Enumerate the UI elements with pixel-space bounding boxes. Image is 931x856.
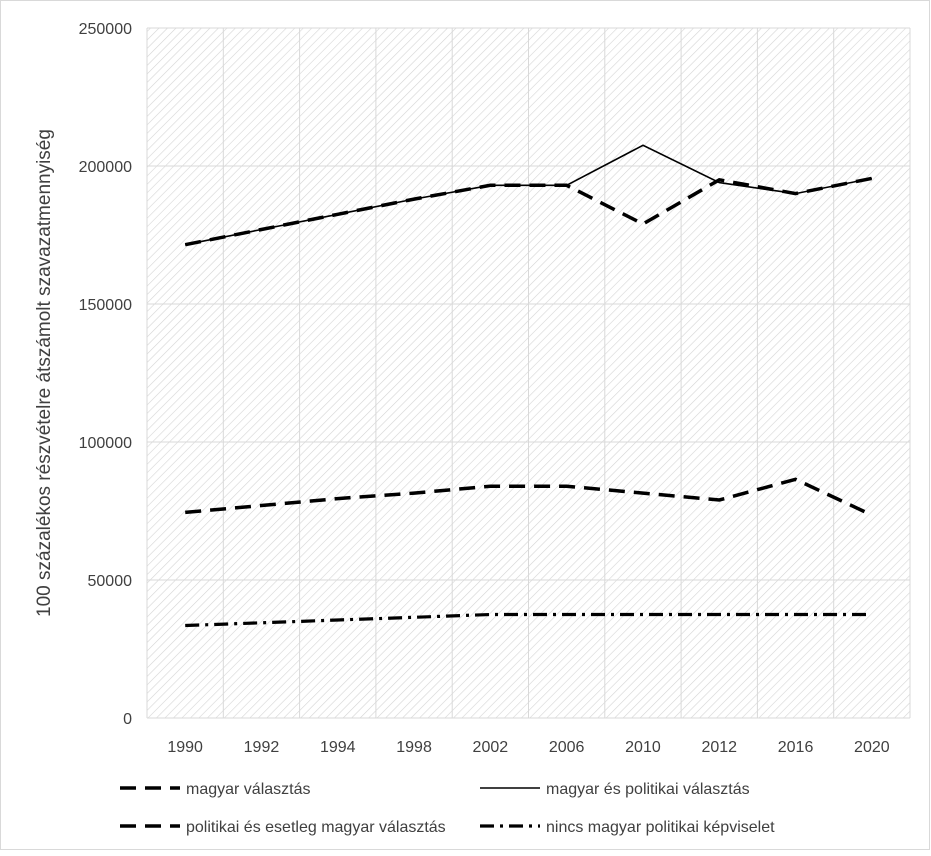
x-tick-label: 2020 (854, 739, 890, 756)
gridlines (146, 27, 911, 719)
legend-label-1: magyar választás (186, 781, 311, 798)
y-axis-tick-labels: 0 50000 100000 150000 200000 250000 (79, 21, 132, 728)
x-axis-tick-labels: 1990 1992 1994 1998 2002 2006 2010 2012 2016 2020 (167, 739, 889, 756)
y-axis-label: 100 százalékos részvételre átszámolt sza… (34, 129, 55, 617)
series-line-4 (185, 612, 872, 628)
x-tick-label: 1994 (320, 739, 356, 756)
x-tick-label: 1992 (244, 739, 280, 756)
series-line-2 (185, 144, 873, 246)
y-tick-label: 0 (123, 711, 132, 728)
series-line-3 (185, 477, 873, 517)
x-tick-label: 2010 (625, 739, 661, 756)
x-tick-label: 2016 (778, 739, 814, 756)
y-tick-label: 100000 (79, 435, 132, 452)
y-tick-label: 150000 (79, 297, 132, 314)
y-tick-label: 50000 (88, 573, 133, 590)
y-tick-label: 250000 (79, 21, 132, 38)
legend: magyar választás magyar és politikai vála… (120, 781, 775, 836)
legend-label-4: nincs magyar politikai képviselet (546, 819, 775, 836)
series-lines (184, 144, 873, 628)
x-tick-label: 2012 (701, 739, 737, 756)
x-tick-label: 1998 (396, 739, 432, 756)
y-tick-label: 200000 (79, 159, 132, 176)
x-tick-label: 2002 (473, 739, 509, 756)
legend-label-3: politikai és esetleg magyar választás (186, 819, 446, 836)
x-tick-label: 2006 (549, 739, 585, 756)
legend-label-2: magyar és politikai választás (546, 781, 750, 798)
x-tick-label: 1990 (167, 739, 203, 756)
